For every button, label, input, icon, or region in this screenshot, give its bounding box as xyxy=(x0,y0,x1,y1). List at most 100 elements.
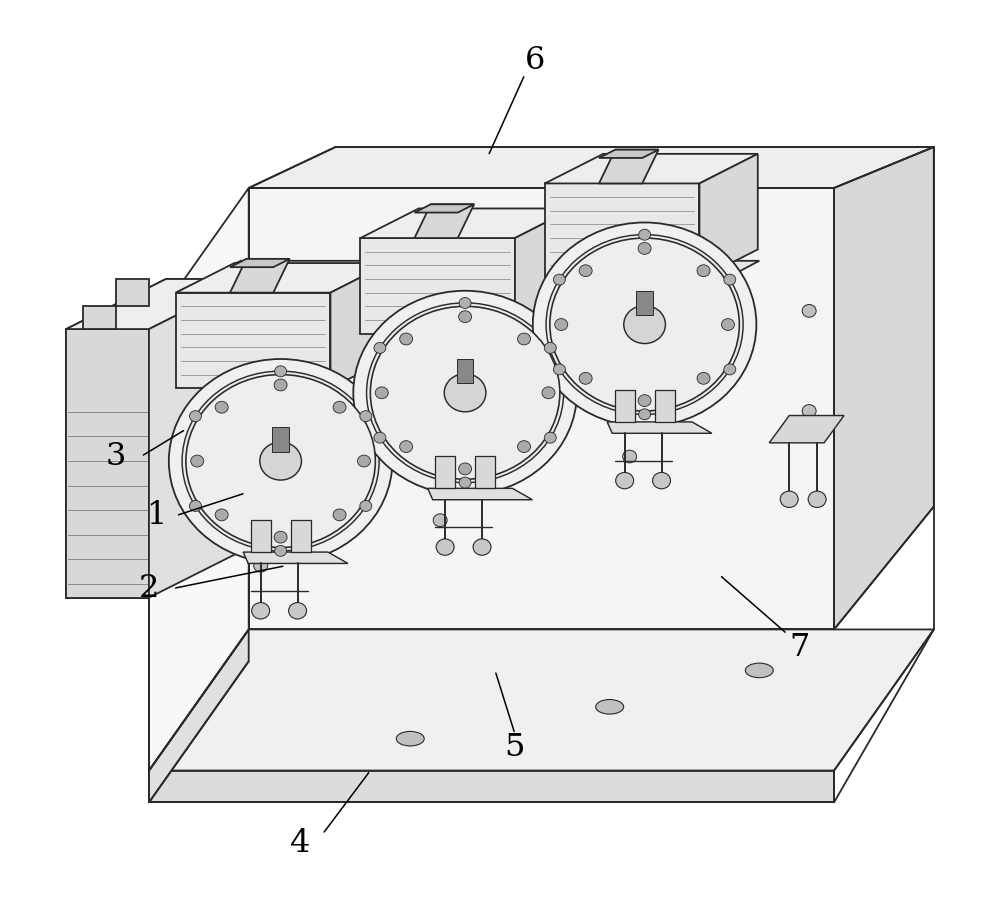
Circle shape xyxy=(191,456,204,467)
Text: 1: 1 xyxy=(146,500,166,531)
Circle shape xyxy=(275,545,287,556)
Ellipse shape xyxy=(396,731,424,746)
Polygon shape xyxy=(272,427,289,452)
Circle shape xyxy=(639,229,651,240)
Polygon shape xyxy=(769,415,844,443)
Circle shape xyxy=(275,366,287,377)
Circle shape xyxy=(653,472,671,488)
Circle shape xyxy=(254,296,268,308)
Polygon shape xyxy=(515,208,573,333)
Circle shape xyxy=(333,509,346,520)
Polygon shape xyxy=(291,520,311,552)
Polygon shape xyxy=(176,293,330,388)
Polygon shape xyxy=(251,520,271,552)
Circle shape xyxy=(400,441,413,453)
Polygon shape xyxy=(475,456,495,488)
Polygon shape xyxy=(230,259,290,293)
Polygon shape xyxy=(149,629,934,771)
Circle shape xyxy=(360,411,372,422)
Circle shape xyxy=(724,364,736,375)
Circle shape xyxy=(444,373,486,412)
Polygon shape xyxy=(360,238,515,333)
Circle shape xyxy=(189,411,201,422)
Circle shape xyxy=(724,274,736,285)
Text: 7: 7 xyxy=(789,632,809,663)
Text: 2: 2 xyxy=(139,573,159,604)
Polygon shape xyxy=(834,147,934,629)
Circle shape xyxy=(544,342,556,353)
Polygon shape xyxy=(176,261,759,293)
Circle shape xyxy=(802,404,816,417)
Polygon shape xyxy=(545,154,758,184)
Circle shape xyxy=(546,235,743,415)
Circle shape xyxy=(808,491,826,508)
Circle shape xyxy=(436,539,454,555)
Polygon shape xyxy=(360,208,573,238)
Polygon shape xyxy=(149,771,834,803)
Polygon shape xyxy=(249,147,934,188)
Circle shape xyxy=(623,341,637,353)
Polygon shape xyxy=(435,456,455,488)
Polygon shape xyxy=(330,263,389,388)
Circle shape xyxy=(518,441,531,453)
Polygon shape xyxy=(457,359,473,383)
Circle shape xyxy=(780,491,798,508)
Circle shape xyxy=(215,402,228,414)
Circle shape xyxy=(260,442,301,480)
Polygon shape xyxy=(636,291,653,315)
Polygon shape xyxy=(66,329,149,598)
Circle shape xyxy=(459,298,471,309)
Ellipse shape xyxy=(745,663,773,677)
Polygon shape xyxy=(66,279,249,329)
Circle shape xyxy=(459,310,472,322)
Ellipse shape xyxy=(596,699,624,714)
Polygon shape xyxy=(414,205,474,238)
Circle shape xyxy=(639,409,651,420)
Polygon shape xyxy=(599,150,659,184)
Polygon shape xyxy=(149,629,249,803)
Circle shape xyxy=(360,500,372,511)
Circle shape xyxy=(254,560,268,572)
Polygon shape xyxy=(655,390,675,422)
Circle shape xyxy=(215,509,228,520)
Text: 4: 4 xyxy=(290,828,311,859)
Polygon shape xyxy=(699,154,758,279)
Polygon shape xyxy=(249,188,834,629)
Circle shape xyxy=(473,539,491,555)
Circle shape xyxy=(182,371,379,551)
Polygon shape xyxy=(176,263,389,293)
Circle shape xyxy=(533,223,756,426)
Text: 5: 5 xyxy=(505,732,525,763)
Circle shape xyxy=(254,432,268,445)
Polygon shape xyxy=(545,184,699,279)
Circle shape xyxy=(274,531,287,543)
Polygon shape xyxy=(599,150,659,158)
Circle shape xyxy=(370,307,560,479)
Polygon shape xyxy=(230,259,290,268)
Circle shape xyxy=(721,319,734,331)
Text: 3: 3 xyxy=(106,441,126,472)
Circle shape xyxy=(623,450,637,463)
Circle shape xyxy=(544,432,556,443)
Circle shape xyxy=(433,514,447,527)
Polygon shape xyxy=(607,422,712,434)
Circle shape xyxy=(374,342,386,353)
Polygon shape xyxy=(83,307,116,329)
Circle shape xyxy=(459,477,471,488)
Circle shape xyxy=(333,402,346,414)
Circle shape xyxy=(697,373,710,384)
Circle shape xyxy=(579,373,592,384)
Circle shape xyxy=(400,333,413,345)
Circle shape xyxy=(375,387,388,399)
Circle shape xyxy=(697,265,710,277)
Text: 6: 6 xyxy=(525,45,545,76)
Circle shape xyxy=(624,306,665,343)
Circle shape xyxy=(616,472,634,488)
Circle shape xyxy=(542,387,555,399)
Circle shape xyxy=(550,238,739,411)
Circle shape xyxy=(553,274,565,285)
Circle shape xyxy=(274,379,287,391)
Circle shape xyxy=(802,305,816,317)
Circle shape xyxy=(433,395,447,408)
Polygon shape xyxy=(243,552,348,563)
